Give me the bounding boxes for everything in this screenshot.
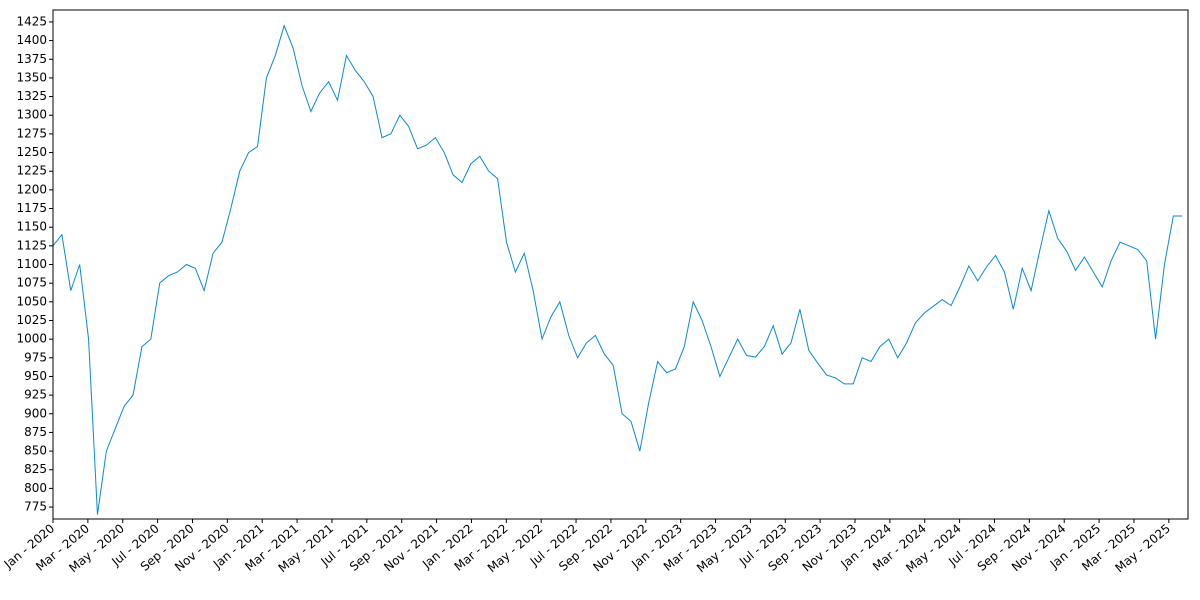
y-tick-label: 825 bbox=[24, 462, 47, 476]
y-tick-label: 1325 bbox=[16, 89, 47, 103]
y-tick-label: 1200 bbox=[16, 182, 47, 196]
y-tick-label: 950 bbox=[24, 369, 47, 383]
y-tick-label: 900 bbox=[24, 406, 47, 420]
y-tick-label: 875 bbox=[24, 425, 47, 439]
y-tick-label: 1275 bbox=[16, 126, 47, 140]
y-tick-label: 975 bbox=[24, 350, 47, 364]
y-tick-label: 925 bbox=[24, 388, 47, 402]
y-tick-label: 850 bbox=[24, 444, 47, 458]
y-tick-label: 775 bbox=[24, 500, 47, 514]
y-tick-label: 1375 bbox=[16, 52, 47, 66]
y-tick-label: 1150 bbox=[16, 220, 47, 234]
plot-frame bbox=[52, 9, 1189, 520]
y-tick-label: 800 bbox=[24, 481, 47, 495]
y-tick-label: 1050 bbox=[16, 294, 47, 308]
y-tick-label: 1075 bbox=[16, 276, 47, 290]
y-tick-label: 1025 bbox=[16, 313, 47, 327]
y-tick-label: 1125 bbox=[16, 238, 47, 252]
y-tick-label: 1350 bbox=[16, 70, 47, 84]
y-tick-label: 1225 bbox=[16, 164, 47, 178]
y-tick-label: 1175 bbox=[16, 201, 47, 215]
line bbox=[52, 24, 1183, 515]
y-tick-label: 1000 bbox=[16, 332, 47, 346]
y-tick-label: 1425 bbox=[16, 14, 47, 28]
y-tick-label: 1400 bbox=[16, 33, 47, 47]
y-tick-label: 1250 bbox=[16, 145, 47, 159]
y-tick-label: 1100 bbox=[16, 257, 47, 271]
y-tick-label: 1300 bbox=[16, 108, 47, 122]
